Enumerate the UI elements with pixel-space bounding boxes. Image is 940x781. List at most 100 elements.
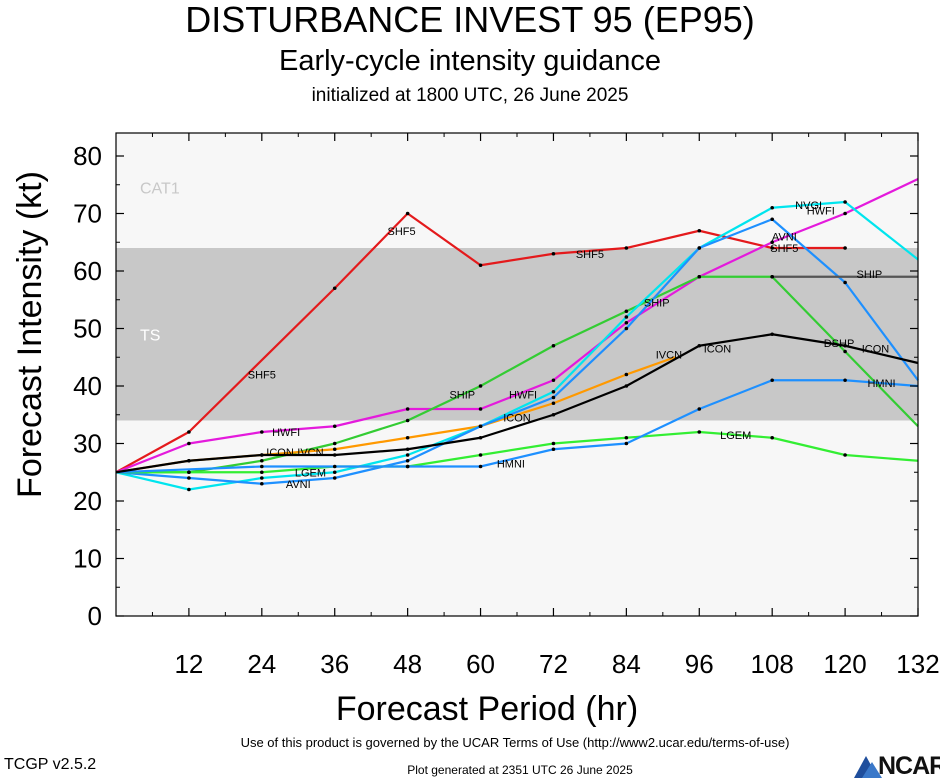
series-label-hmni: HMNI — [867, 378, 895, 390]
data-point-hwfi — [260, 430, 264, 434]
data-point-ivcn — [405, 435, 410, 440]
series-label-dshp: DSHP — [824, 338, 855, 350]
data-point-avni — [697, 246, 702, 250]
series-label-avni: AVNI — [286, 479, 311, 491]
data-point-nvgi — [187, 487, 191, 492]
data-point-icon — [551, 412, 556, 417]
series-label-icon: ICON — [266, 447, 294, 459]
data-point-ship — [478, 384, 483, 388]
series-label-shf5: SHF5 — [248, 370, 276, 382]
data-point-lgem — [187, 470, 191, 475]
data-point-lgem — [770, 435, 774, 440]
data-point-lgem — [624, 435, 629, 440]
intensity-band-cat1 — [116, 133, 918, 248]
x-tick-label: 84 — [612, 649, 641, 679]
data-point-hmni — [624, 441, 629, 446]
data-point-ship — [332, 441, 337, 446]
data-point-hwfi — [478, 407, 483, 411]
data-point-avni — [843, 280, 847, 285]
y-tick-label: 10 — [73, 544, 102, 574]
x-axis-title: Forecast Period (hr) — [336, 690, 638, 728]
data-point-shf5 — [697, 228, 702, 233]
series-label-shf5: SHF5 — [576, 249, 604, 261]
data-point-ship — [260, 458, 264, 463]
x-tick-label: 72 — [539, 649, 568, 679]
ncar-logo: NCAR — [852, 752, 940, 780]
data-point-icon — [260, 453, 264, 457]
series-label-hwfi: HWFI — [272, 427, 300, 439]
data-point-avni — [405, 458, 410, 463]
data-point-hmni — [478, 464, 483, 469]
data-point-icon — [405, 447, 410, 452]
data-point-hmni — [697, 407, 702, 411]
series-label-lgem: LGEM — [720, 430, 751, 442]
data-point-ivcn — [551, 401, 556, 406]
data-point-avni — [770, 217, 774, 222]
data-point-nvgi — [624, 315, 629, 319]
data-point-ship — [405, 418, 410, 423]
series-label-nvgi: NVGI — [795, 200, 822, 212]
data-point-ship — [551, 343, 556, 348]
y-tick-label: 80 — [73, 141, 102, 171]
x-tick-label: 60 — [466, 649, 495, 679]
series-label-icon: ICON — [862, 344, 890, 356]
data-point-hmni — [260, 464, 264, 469]
x-tick-label: 24 — [247, 649, 276, 679]
series-label-hmni: HMNI — [497, 459, 525, 471]
y-tick-label: 30 — [73, 429, 102, 459]
data-point-hwfi — [187, 441, 191, 446]
x-tick-label: 120 — [823, 649, 866, 679]
data-point-icon — [697, 343, 702, 348]
series-label-shf5: SHF5 — [387, 226, 415, 238]
data-point-lgem — [332, 464, 337, 469]
data-point-icon — [478, 435, 483, 440]
data-point-avni — [624, 326, 629, 331]
series-label-ship: SHIP — [857, 269, 883, 281]
data-point-lgem — [260, 470, 264, 475]
series-label-hwfi: HWFI — [807, 206, 835, 218]
data-point-hwfi — [332, 424, 337, 429]
data-point-hmni — [770, 378, 774, 383]
data-point-ship — [697, 274, 702, 279]
x-tick-label: 36 — [320, 649, 349, 679]
data-point-shf5 — [478, 263, 483, 268]
data-point-hmni — [843, 378, 847, 383]
x-tick-label: 48 — [393, 649, 422, 679]
x-tick-label: 108 — [750, 649, 793, 679]
data-point-ivcn — [624, 372, 629, 377]
data-point-lgem — [697, 430, 702, 434]
y-tick-label: 0 — [88, 601, 102, 631]
ncar-logo-text: NCAR — [878, 752, 940, 780]
band-label-cat1: CAT1 — [140, 181, 180, 198]
series-label-lgem: LGEM — [295, 467, 326, 479]
data-point-shf5 — [187, 430, 191, 434]
data-point-shf5 — [551, 251, 556, 256]
series-label-icon: ICON — [503, 413, 531, 425]
data-point-nvgi — [770, 205, 774, 210]
data-point-icon — [332, 453, 337, 457]
data-point-hwfi — [843, 211, 847, 216]
data-point-hwfi — [551, 378, 556, 383]
version-label: TCGP v2.5.2 — [4, 756, 97, 773]
series-label-ship: SHIP — [449, 390, 475, 402]
plot-generated-text: Plot generated at 2351 UTC 26 June 2025 — [407, 763, 633, 777]
y-tick-label: 70 — [73, 199, 102, 229]
data-point-hmni — [551, 447, 556, 452]
data-point-ship — [624, 309, 629, 314]
band-label-ts: TS — [140, 327, 160, 344]
series-line-lgem — [116, 430, 919, 474]
series-line-avni — [115, 218, 919, 485]
data-point-ship — [843, 349, 847, 354]
data-point-nvgi — [551, 389, 556, 394]
data-point-hmni — [405, 464, 410, 469]
data-point-lgem — [551, 441, 556, 446]
data-point-shf5 — [770, 246, 774, 250]
chart-title: DISTURBANCE INVEST 95 (EP95) — [185, 0, 755, 40]
data-point-shf5 — [332, 286, 337, 291]
series-line-icon — [115, 333, 919, 474]
chart-subtitle: Early-cycle intensity guidance — [278, 45, 661, 77]
series-line-ship — [116, 275, 919, 474]
data-point-avni — [332, 476, 337, 480]
data-point-lgem — [478, 453, 483, 457]
